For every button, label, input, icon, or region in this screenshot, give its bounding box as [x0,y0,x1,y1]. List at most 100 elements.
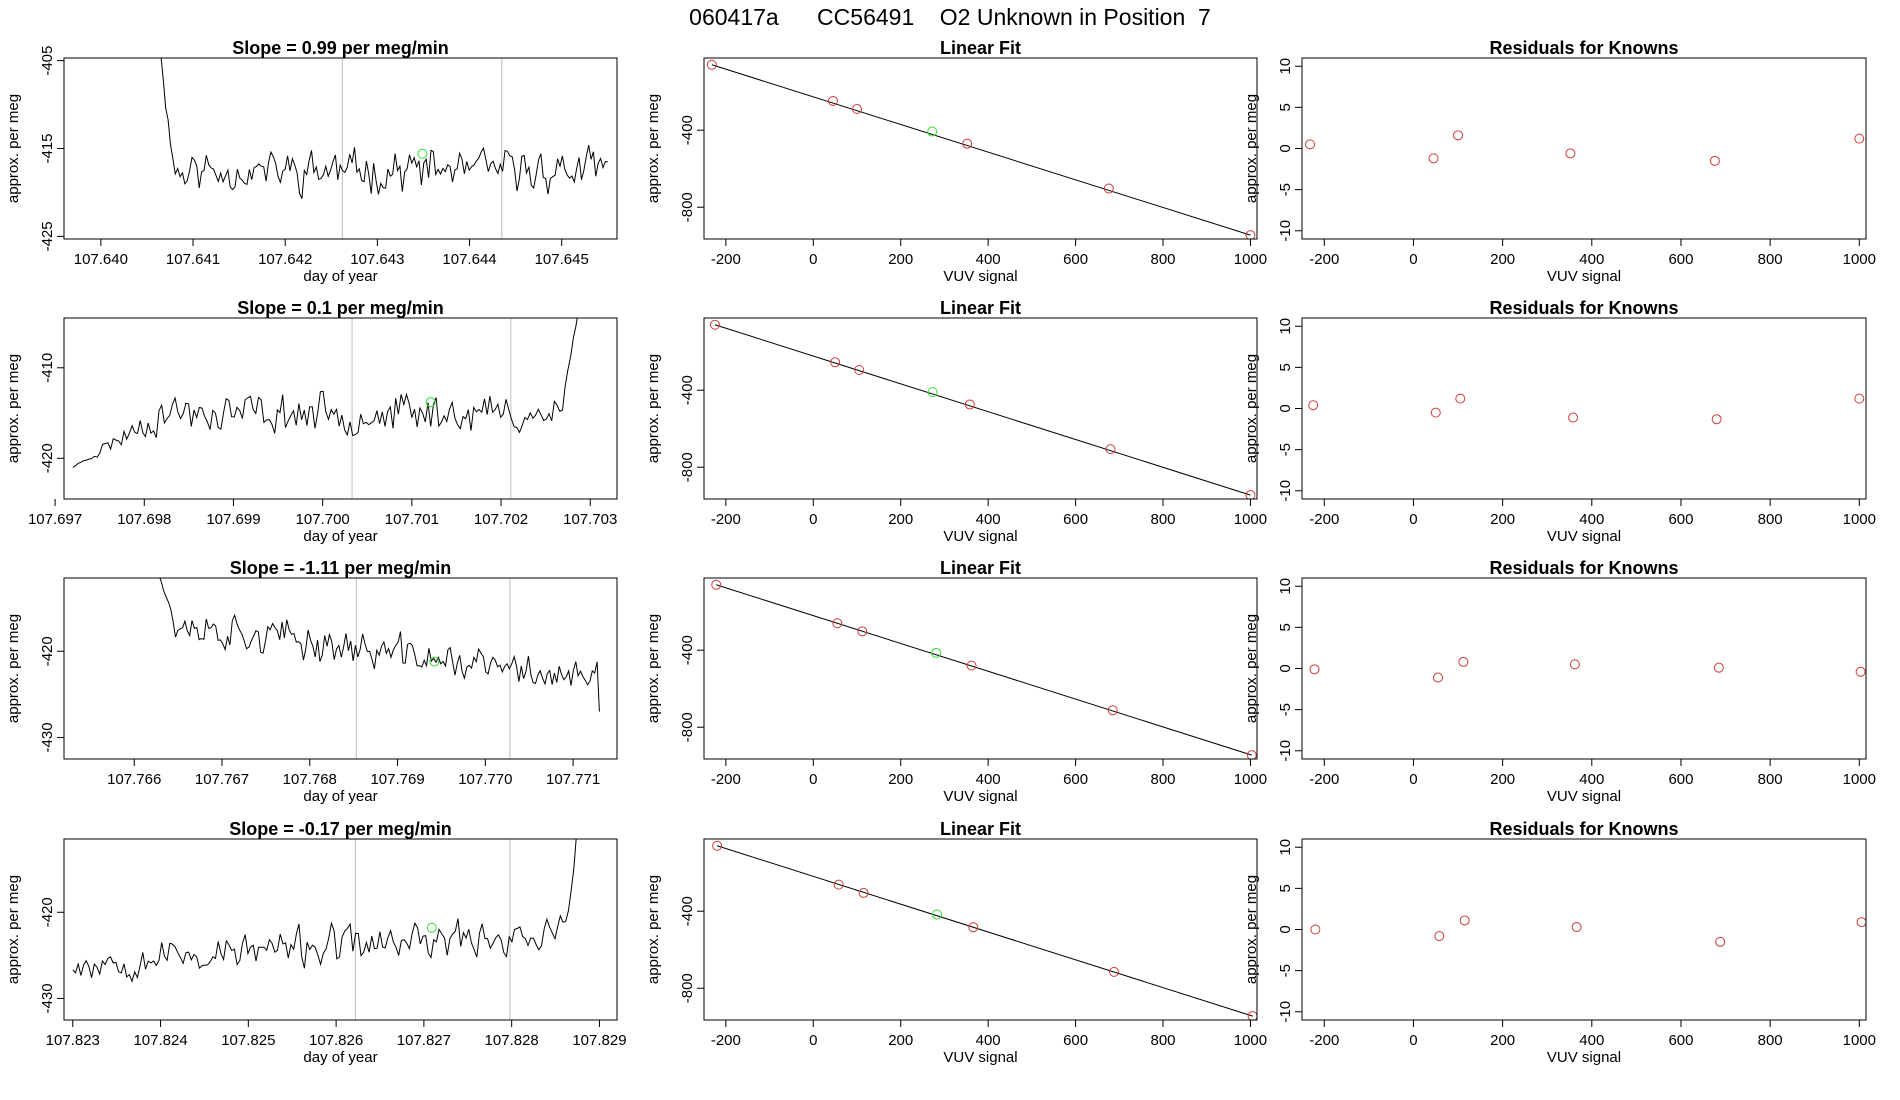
plot-area [709,319,1256,499]
residual-point [1459,915,1470,926]
known-point [857,626,868,637]
y-tick-label: -5 [1277,964,1294,977]
unknown-point [931,647,942,658]
plot-frame [63,57,618,240]
x-tick-label: 107.642 [258,251,312,268]
x-tick-label: 1000 [1843,511,1876,528]
x-tick-label: 107.771 [546,771,600,788]
y-tick-label: -5 [1277,183,1294,196]
plot-area [1305,130,1865,166]
x-tick-label: 400 [976,511,1001,528]
plot-frame [1301,577,1867,760]
x-tick-label: -200 [1309,511,1339,528]
x-tick-label: 107.697 [28,511,82,528]
x-tick-label: 400 [1579,771,1604,788]
x-tick-label: 600 [1668,251,1693,268]
x-tick-label: 0 [1409,1032,1417,1049]
y-tick-label: 5 [1277,363,1294,371]
known-point [962,138,973,149]
panel-title: Linear Fit [940,38,1021,58]
known-point [1109,966,1120,977]
y-tick-label: -415 [39,133,56,163]
panel-scatter-r3c2: Residuals for Knowns-200 0 200 400 600 800 100… [1243,819,1876,1066]
plot-frame [1301,317,1867,500]
panel-line-r1c0: Slope = 0.1 per meg/min 107.697 107.698 107… [5,298,618,545]
x-tick-label: 107.643 [350,251,404,268]
y-tick-label: -400 [679,115,696,145]
residual-point [1305,139,1316,150]
fit-line [716,845,1253,1017]
residual-point [1571,922,1582,933]
x-tick-label: 107.829 [572,1032,626,1049]
x-axis-label: VUV signal [943,528,1017,545]
x-tick-label: 107.828 [485,1032,539,1049]
series-line [72,839,577,983]
residual-point [1430,407,1441,418]
x-axis-label: day of year [303,268,377,285]
y-tick-label: -420 [39,636,56,666]
known-point [854,364,865,375]
y-tick-label: -430 [39,983,56,1013]
x-tick-label: 400 [976,771,1001,788]
plot-area [711,579,1257,759]
y-tick-label: 10 [1277,578,1294,595]
x-tick-label: 0 [809,511,817,528]
x-tick-label: 800 [1150,511,1175,528]
known-point [1245,490,1256,499]
unknown-point [927,126,938,137]
unknown-point [932,909,943,920]
panel-line-r2c0: Slope = -1.11 per meg/min 107.766 107.767 1… [5,558,618,805]
series-line [159,578,600,712]
y-tick-label: -800 [679,452,696,482]
panel-line-r3c0: Slope = -0.17 per meg/min 107.823 107.824 1… [5,819,627,1066]
known-point [968,922,979,933]
x-tick-label: 600 [1063,1032,1088,1049]
x-tick-label: 800 [1150,251,1175,268]
known-point [1107,705,1118,716]
panel-title: Residuals for Knowns [1489,298,1678,318]
residual-point [1569,659,1580,670]
x-tick-label: 107.823 [46,1032,100,1049]
y-tick-label: -10 [1277,740,1294,762]
x-tick-label: 107.770 [458,771,512,788]
plot-area [706,59,1256,239]
y-tick-label: -420 [39,443,56,473]
residual-point [1568,412,1579,423]
x-tick-label: 107.701 [385,511,439,528]
panel-title: Slope = 0.1 per meg/min [237,298,444,318]
x-tick-label: 800 [1150,1032,1175,1049]
y-axis-label: approx. per meg [5,614,22,723]
x-tick-label: 107.824 [133,1032,187,1049]
known-point [711,579,722,590]
y-tick-label: 10 [1277,318,1294,335]
x-tick-label: 107.826 [309,1032,363,1049]
y-tick-label: -10 [1277,1001,1294,1023]
x-tick-label: 107.702 [474,511,528,528]
plot-area [72,839,577,1020]
plot-frame [703,577,1258,760]
fit-line [714,324,1251,496]
known-point [830,357,841,368]
y-tick-label: 0 [1277,925,1294,933]
x-tick-label: 800 [1150,771,1175,788]
y-tick-label: 10 [1277,839,1294,856]
y-tick-label: -400 [679,635,696,665]
x-tick-label: 800 [1758,251,1783,268]
known-point [827,95,838,106]
residual-point [1709,155,1720,166]
x-tick-label: -200 [1309,771,1339,788]
y-tick-label: -10 [1277,220,1294,242]
panel-scatter-r1c1: Linear Fit -200 0 200 400 600 800 1000 VUV signa… [645,298,1267,545]
known-point [832,618,843,629]
x-tick-label: 107.698 [117,511,171,528]
x-tick-label: 800 [1758,771,1783,788]
x-axis-label: VUV signal [1547,1049,1621,1066]
x-axis-label: VUV signal [943,268,1017,285]
fit-line [716,584,1252,756]
y-axis-label: approx. per meg [1243,94,1260,203]
residual-point [1565,148,1576,159]
x-tick-label: -200 [711,251,741,268]
y-axis-label: approx. per meg [645,354,662,463]
x-axis-label: VUV signal [1547,268,1621,285]
x-tick-label: 107.703 [563,511,617,528]
